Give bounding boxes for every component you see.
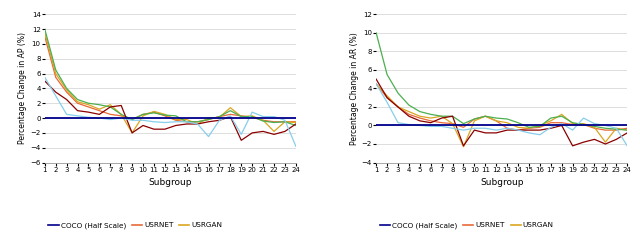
Y-axis label: Percentage Change in AP (%): Percentage Change in AP (%) [19, 33, 28, 144]
Y-axis label: Percentage Change in AR (%): Percentage Change in AR (%) [350, 32, 359, 145]
X-axis label: Subgroup: Subgroup [148, 178, 192, 187]
X-axis label: Subgroup: Subgroup [480, 178, 524, 187]
